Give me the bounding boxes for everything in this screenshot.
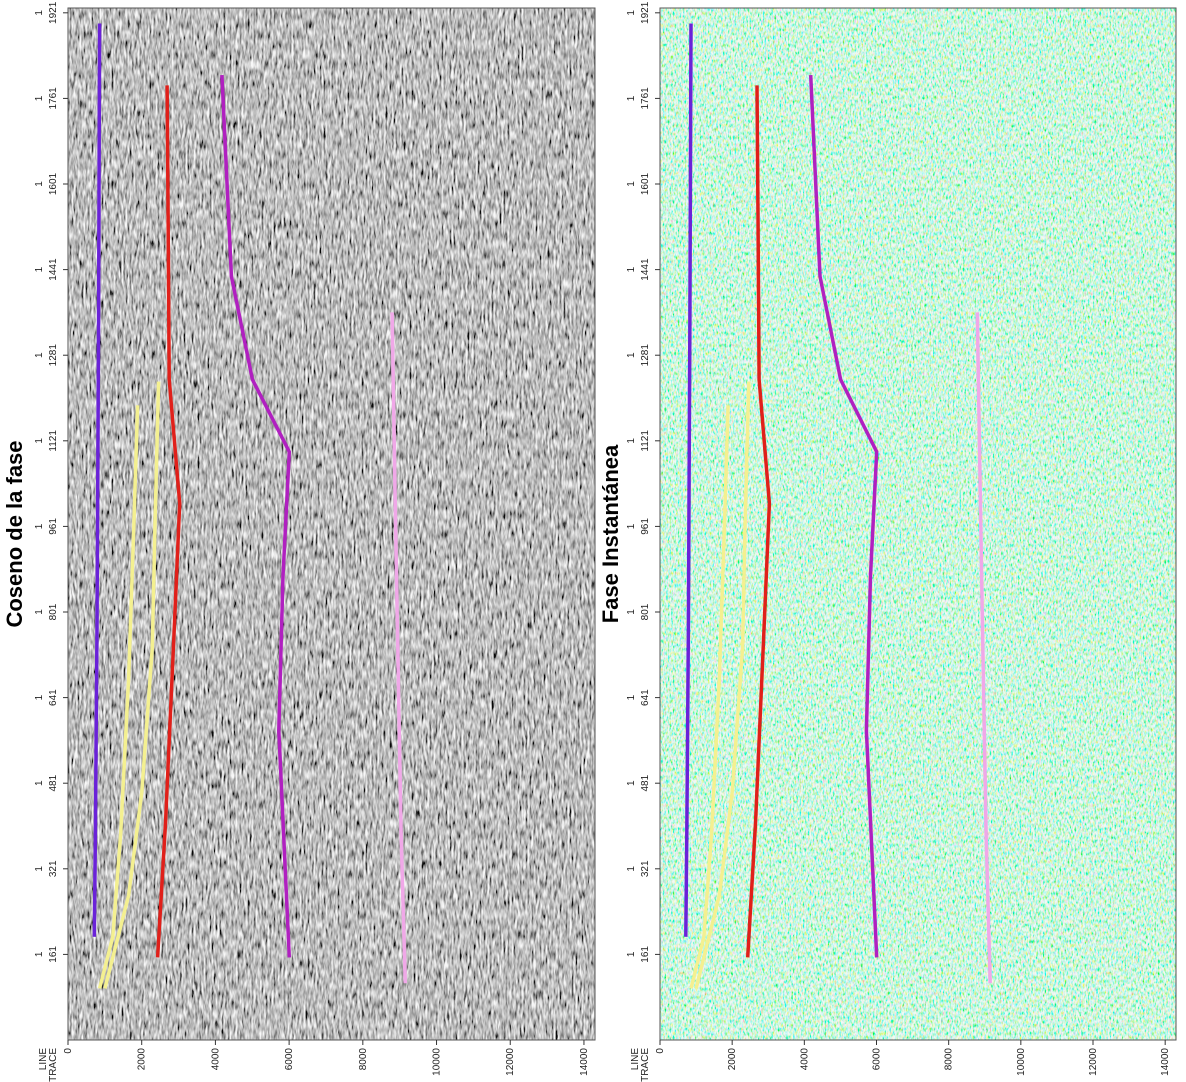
x-tick-label: 4000 — [210, 1048, 221, 1071]
axis-label: LINE — [630, 1048, 641, 1071]
y-tick-label: 1921 — [48, 1, 59, 24]
y-tick-label: 1121 — [640, 430, 651, 452]
y-line-label: 1 — [626, 609, 637, 615]
horizon — [220, 75, 292, 958]
y-line-label: 1 — [626, 694, 637, 700]
horizon — [808, 75, 879, 958]
seismic-image — [660, 8, 1176, 1040]
x-tick-label: 0 — [655, 1048, 666, 1054]
y-tick-label: 641 — [640, 689, 651, 706]
y-tick-label: 641 — [48, 689, 59, 706]
horizon — [390, 312, 408, 984]
y-line-label: 1 — [34, 523, 45, 529]
y-line-label: 1 — [626, 951, 637, 957]
x-tick-label: 6000 — [872, 1048, 883, 1071]
y-line-label: 1 — [34, 95, 45, 101]
horizon — [103, 381, 161, 989]
y-line-label: 1 — [34, 181, 45, 187]
plot-frame — [659, 7, 1177, 1041]
y-tick-label: 1761 — [640, 87, 651, 110]
axis-label: LINE — [38, 1048, 49, 1071]
y-line-label: 1 — [34, 951, 45, 957]
horizon — [689, 405, 730, 989]
x-tick-label: 6000 — [284, 1048, 295, 1071]
y-tick-label: 1281 — [640, 344, 651, 367]
x-tick-label: 4000 — [799, 1048, 810, 1071]
y-tick-label: 1441 — [640, 258, 651, 281]
x-tick-label: 14000 — [579, 1048, 590, 1076]
y-line-label: 1 — [626, 266, 637, 272]
y-line-label: 1 — [34, 866, 45, 872]
y-tick-label: 1761 — [48, 87, 59, 110]
y-line-label: 1 — [626, 780, 637, 786]
y-line-label: 1 — [626, 10, 637, 16]
panel-title: Coseno de la fase — [2, 440, 27, 627]
x-tick-label: 14000 — [1160, 1048, 1171, 1076]
y-line-label: 1 — [34, 438, 45, 444]
y-line-label: 1 — [626, 181, 637, 187]
x-tick-label: 2000 — [137, 1048, 148, 1071]
y-line-label: 1 — [34, 266, 45, 272]
horizon — [155, 85, 182, 958]
y-tick-label: 321 — [640, 860, 651, 877]
y-tick-label: 1601 — [48, 172, 59, 195]
seismic-image — [68, 8, 595, 1040]
horizon — [975, 312, 992, 984]
y-line-label: 1 — [34, 609, 45, 615]
horizon — [92, 23, 102, 937]
plot-frame — [67, 7, 596, 1041]
horizon — [97, 405, 140, 989]
y-tick-label: 1121 — [48, 430, 59, 452]
y-line-label: 1 — [34, 694, 45, 700]
y-tick-label: 161 — [640, 946, 651, 963]
y-line-label: 1 — [626, 866, 637, 872]
y-line-label: 1 — [626, 95, 637, 101]
y-line-label: 1 — [34, 780, 45, 786]
x-tick-label: 10000 — [432, 1048, 443, 1076]
y-line-label: 1 — [626, 523, 637, 529]
axis-label: TRACE — [48, 1048, 59, 1082]
y-tick-label: 481 — [640, 774, 651, 791]
y-tick-label: 481 — [48, 774, 59, 791]
y-tick-label: 321 — [48, 860, 59, 877]
y-tick-label: 801 — [48, 603, 59, 620]
x-tick-label: 0 — [63, 1048, 74, 1054]
y-tick-label: 1921 — [640, 1, 651, 24]
horizon — [745, 85, 772, 958]
y-tick-label: 961 — [48, 518, 59, 535]
x-tick-label: 8000 — [944, 1048, 955, 1071]
y-tick-label: 161 — [48, 946, 59, 963]
x-tick-label: 10000 — [1016, 1048, 1027, 1076]
y-tick-label: 961 — [640, 518, 651, 535]
y-line-label: 1 — [34, 10, 45, 16]
y-tick-label: 1281 — [48, 344, 59, 367]
y-line-label: 1 — [34, 352, 45, 358]
axis-label: TRACE — [640, 1048, 651, 1082]
y-tick-label: 1441 — [48, 258, 59, 281]
y-tick-label: 1601 — [640, 172, 651, 195]
y-line-label: 1 — [626, 438, 637, 444]
horizon — [684, 23, 693, 937]
y-tick-label: 801 — [640, 603, 651, 620]
y-line-label: 1 — [626, 352, 637, 358]
panel-title: Fase Instantánea — [598, 444, 623, 623]
x-tick-label: 2000 — [727, 1048, 738, 1071]
x-tick-label: 8000 — [358, 1048, 369, 1071]
horizon — [694, 381, 751, 989]
x-tick-label: 12000 — [505, 1048, 516, 1076]
x-tick-label: 12000 — [1088, 1048, 1099, 1076]
